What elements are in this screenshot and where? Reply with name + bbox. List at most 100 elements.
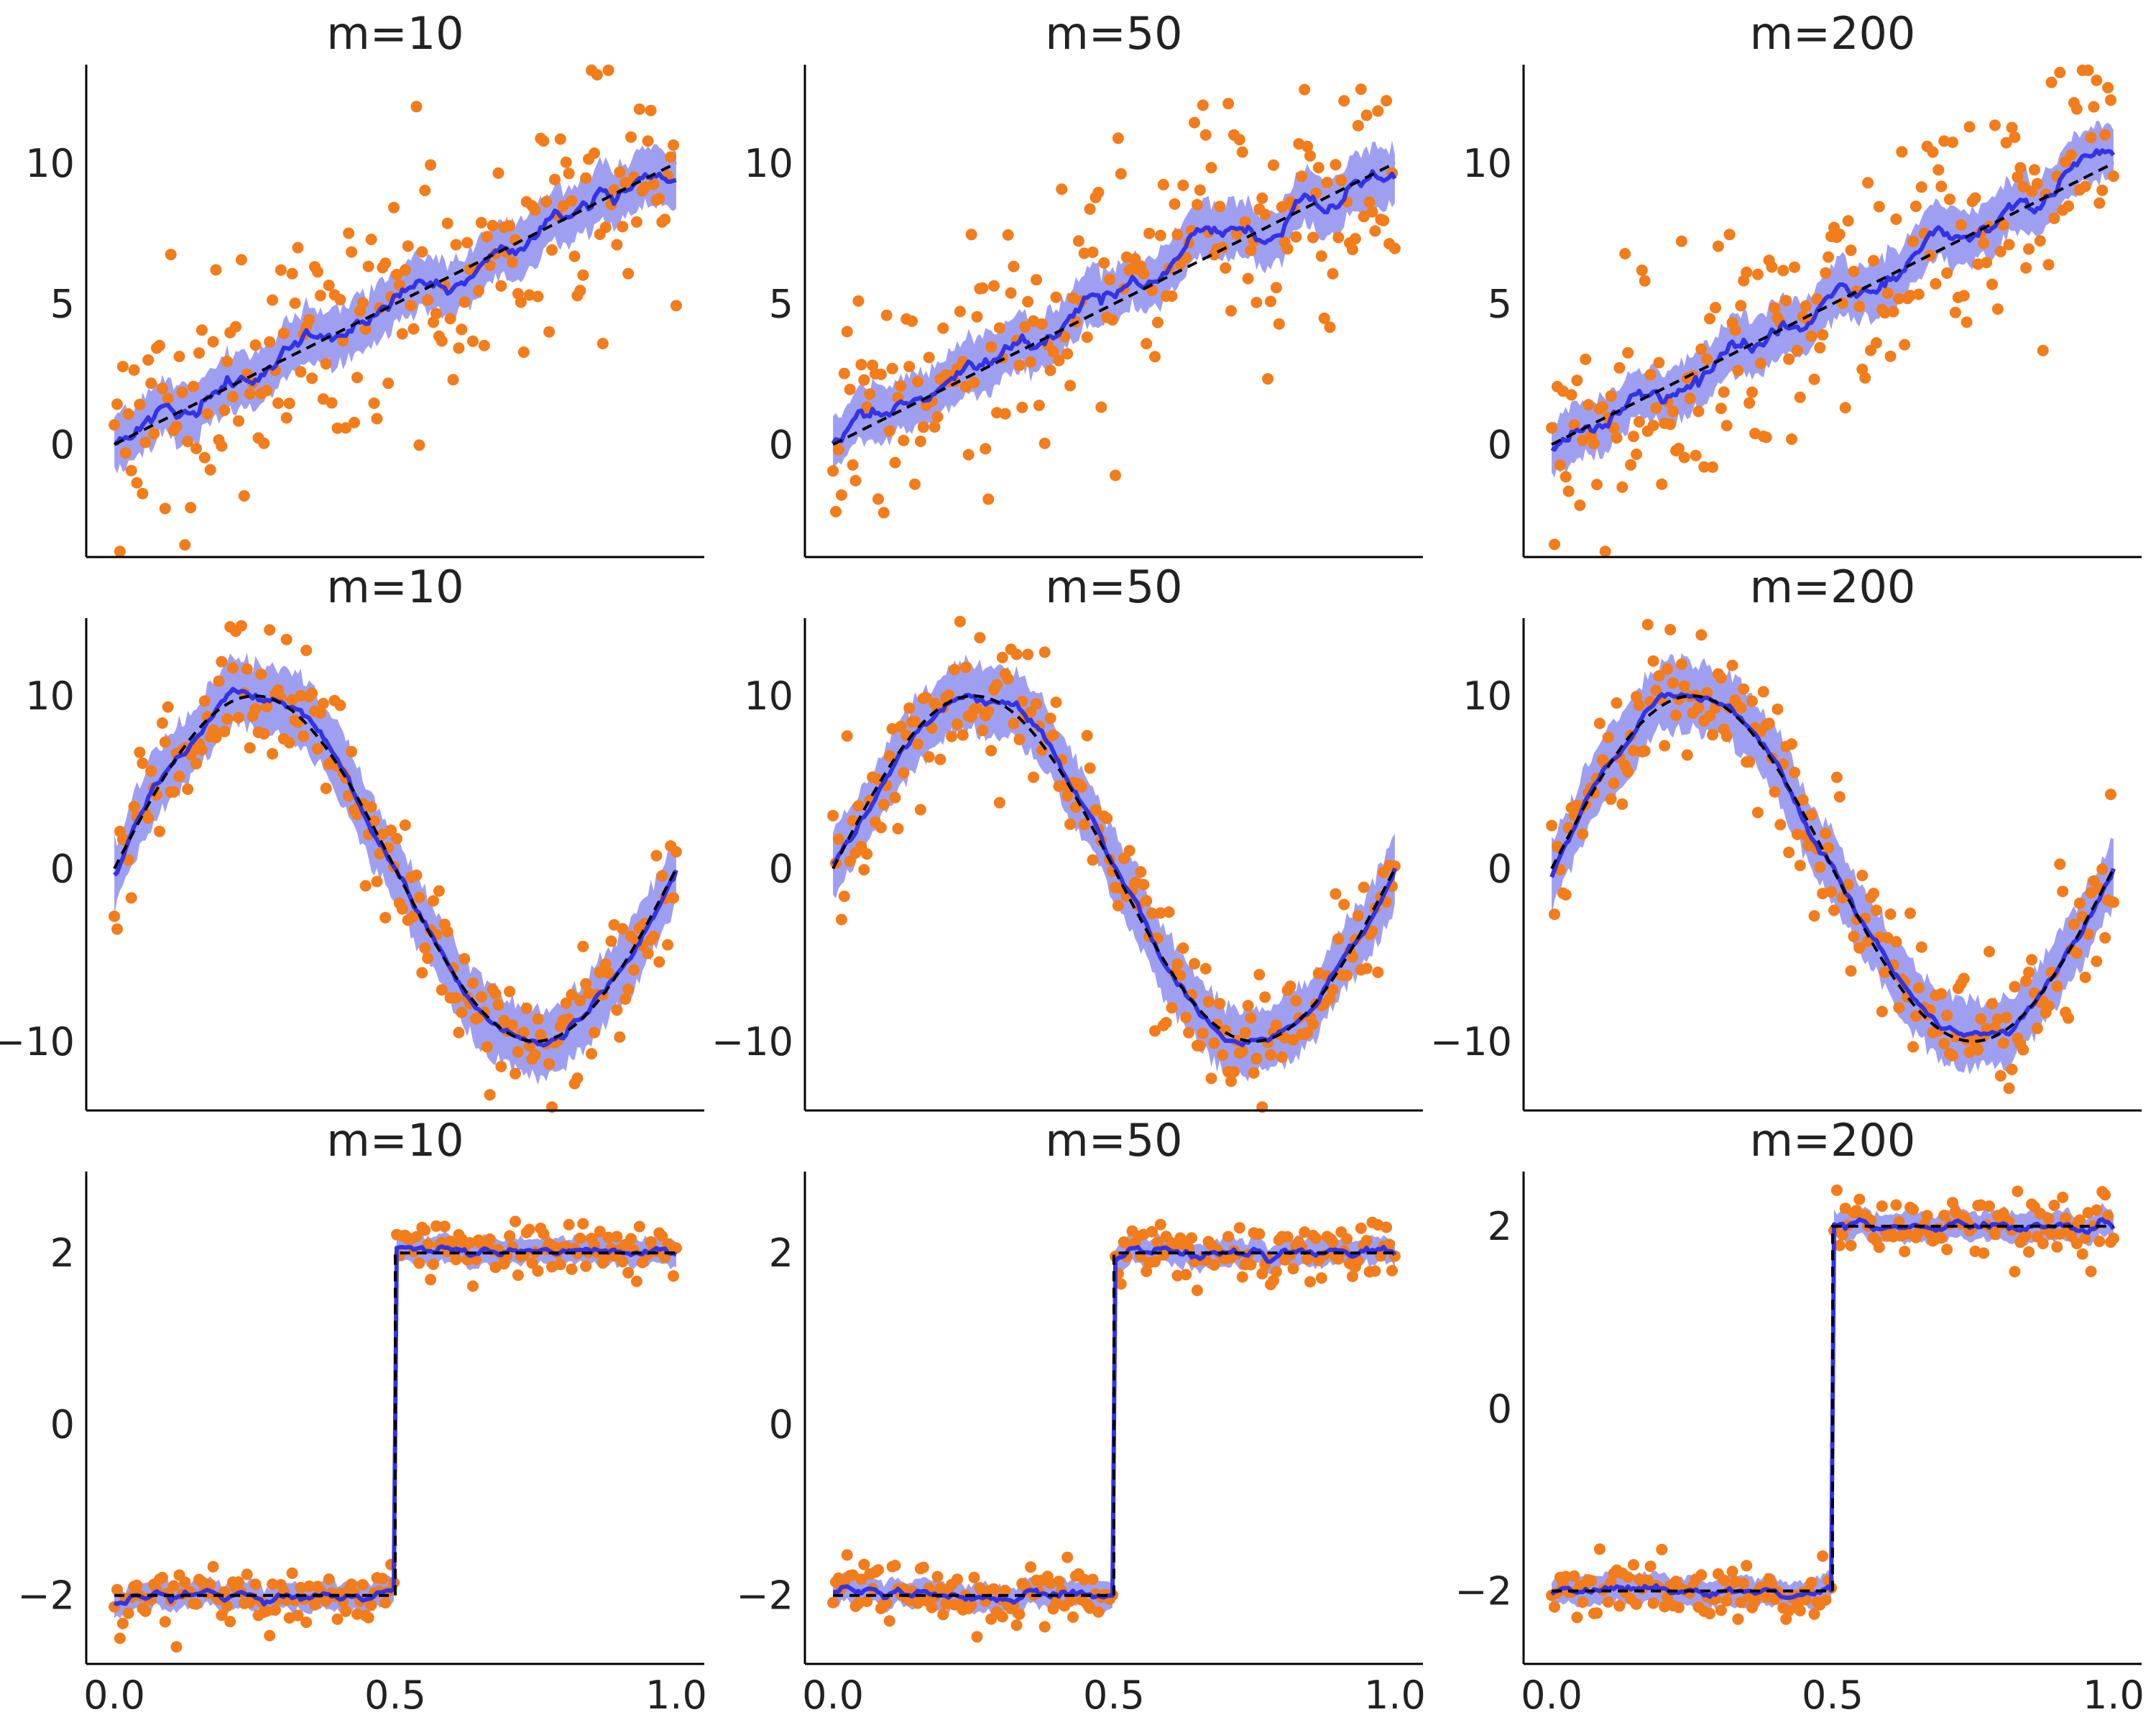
data-point [331, 1613, 344, 1625]
data-point [1078, 247, 1090, 259]
data-point [1138, 267, 1150, 280]
data-point [456, 323, 468, 336]
y-tick-label: −2 [1455, 1569, 1512, 1614]
data-point [331, 422, 344, 434]
data-point [134, 746, 146, 758]
data-point [1154, 229, 1166, 242]
data-point [1366, 925, 1378, 937]
subplot-5: m=50 −10 0 10 [711, 561, 1423, 1113]
data-point [1907, 1203, 1919, 1215]
data-point [1324, 321, 1336, 334]
x-tick-label: 1.0 [2083, 1673, 2145, 1718]
data-point [996, 1611, 1008, 1623]
data-point [433, 885, 445, 897]
data-point [413, 1257, 425, 1269]
data-point [1347, 244, 1358, 256]
data-point [1647, 1597, 1659, 1609]
data-point [492, 999, 505, 1011]
data-point [1972, 1044, 1984, 1056]
data-point [1160, 1016, 1172, 1029]
data-point [264, 336, 276, 348]
data-point [1868, 888, 1879, 900]
data-point [1808, 910, 1820, 922]
data-point [261, 701, 273, 713]
data-point [2079, 971, 2091, 983]
data-point [396, 328, 408, 340]
data-point [1549, 538, 1560, 551]
data-point [1154, 1218, 1166, 1230]
data-point [1704, 710, 1716, 722]
data-point [1087, 247, 1099, 258]
data-point [359, 880, 372, 892]
data-point [2048, 212, 2060, 224]
data-point [1208, 1037, 1220, 1049]
data-point [1628, 745, 1639, 757]
data-point [1327, 1236, 1339, 1248]
data-point [625, 131, 637, 143]
data-point [619, 177, 632, 189]
true-function-line [1551, 162, 2114, 446]
data-point [662, 939, 674, 951]
data-point [450, 1254, 462, 1266]
data-point [971, 702, 983, 714]
data-point [428, 1259, 439, 1270]
data-point [830, 505, 842, 518]
data-point [1347, 951, 1358, 963]
data-point [1820, 1594, 1832, 1606]
y-tick-label: −10 [711, 1019, 793, 1064]
data-point [889, 1560, 901, 1572]
data-point [1981, 257, 1993, 269]
data-point [2070, 1238, 2083, 1250]
data-point [861, 401, 873, 413]
data-point [577, 1218, 589, 1230]
data-point [1769, 302, 1781, 314]
data-point [560, 156, 572, 168]
data-point [436, 335, 448, 347]
data-point [111, 398, 123, 410]
data-point [619, 993, 632, 1005]
observed-points [109, 620, 682, 1113]
data-point [1228, 1066, 1240, 1078]
data-point [1141, 895, 1153, 907]
data-point [1743, 756, 1756, 768]
data-point [125, 464, 137, 477]
data-point [128, 364, 140, 376]
data-point [1605, 1576, 1617, 1588]
data-point [1994, 1070, 2007, 1082]
data-point [343, 227, 355, 239]
data-point [827, 465, 839, 477]
data-point [1692, 702, 1705, 714]
data-point [109, 910, 121, 922]
data-point [2054, 858, 2066, 870]
data-point [1938, 1210, 1950, 1221]
data-point [611, 1230, 623, 1243]
data-point [523, 1223, 535, 1236]
data-point [340, 422, 352, 434]
data-point [204, 1578, 216, 1591]
data-point [224, 1616, 236, 1628]
data-point [991, 678, 1003, 691]
data-point [532, 290, 544, 303]
data-point [1935, 988, 1948, 1000]
data-point [167, 1580, 180, 1592]
data-point [898, 767, 910, 779]
data-point [611, 239, 623, 251]
x-tick-label: 0.0 [83, 1673, 145, 1718]
data-point [1766, 261, 1778, 273]
data-point [1881, 287, 1894, 299]
y-tick-label: 10 [25, 673, 75, 719]
data-point [1789, 766, 1800, 778]
data-point [835, 914, 847, 926]
data-point [173, 351, 185, 362]
data-point [1061, 1551, 1074, 1563]
data-point [1245, 244, 1257, 257]
data-point [540, 196, 553, 208]
data-point [1078, 1573, 1090, 1586]
data-point [1191, 1284, 1203, 1297]
data-point [2065, 149, 2077, 161]
subplot-7: m=10 −2 0 2 0.0 0.5 1.0 [17, 1114, 706, 1718]
data-point [2031, 178, 2043, 190]
data-point [1896, 146, 1908, 158]
data-point [233, 415, 244, 427]
data-point [1593, 1543, 1606, 1555]
